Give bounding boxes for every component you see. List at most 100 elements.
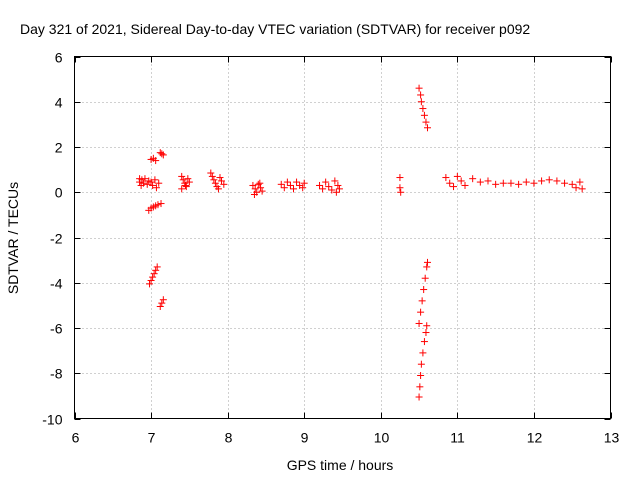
data-point xyxy=(553,177,561,185)
y-tick-label: -6 xyxy=(50,321,63,337)
x-tick-label: 11 xyxy=(450,430,465,446)
data-point xyxy=(484,177,492,185)
data-point xyxy=(152,184,160,192)
data-point xyxy=(423,263,431,271)
data-point xyxy=(417,98,425,106)
data-point xyxy=(159,151,167,159)
data-point xyxy=(319,185,327,193)
y-tick-label: 2 xyxy=(55,140,63,156)
data-point xyxy=(419,105,427,113)
data-point xyxy=(300,179,308,187)
data-point xyxy=(446,179,454,187)
y-tick-label: 4 xyxy=(55,95,63,111)
data-point xyxy=(147,178,155,186)
data-point xyxy=(138,176,146,184)
data-point xyxy=(469,175,477,183)
data-point xyxy=(141,175,149,183)
data-point xyxy=(576,178,584,186)
data-point xyxy=(289,185,297,193)
data-point xyxy=(561,179,569,187)
data-point xyxy=(420,286,428,294)
data-point xyxy=(422,329,430,337)
x-tick-label: 10 xyxy=(374,430,390,446)
data-point xyxy=(423,124,431,132)
data-point xyxy=(150,270,158,278)
data-point xyxy=(156,303,164,311)
data-point xyxy=(250,191,258,199)
data-point xyxy=(207,169,215,177)
x-tick-label: 6 xyxy=(72,430,80,446)
data-point xyxy=(578,185,586,193)
y-tick-label: 6 xyxy=(55,50,63,66)
data-point xyxy=(423,258,431,266)
data-point xyxy=(178,185,186,193)
data-point xyxy=(499,179,507,187)
grid xyxy=(74,56,611,419)
plot-frame xyxy=(74,56,611,419)
data-point xyxy=(184,175,192,183)
data-point xyxy=(316,181,324,189)
data-point xyxy=(492,180,500,188)
data-point xyxy=(420,338,428,346)
data-point xyxy=(154,201,162,209)
data-point xyxy=(418,297,426,305)
x-tick-label: 7 xyxy=(148,430,156,446)
data-point xyxy=(396,184,404,192)
data-point xyxy=(216,174,224,182)
data-point xyxy=(158,150,166,158)
data-point xyxy=(545,176,553,184)
data-point xyxy=(257,184,265,192)
data-point xyxy=(332,188,340,196)
data-point xyxy=(538,177,546,185)
y-tick-label: 0 xyxy=(55,185,63,201)
data-point xyxy=(416,383,424,391)
data-point xyxy=(155,179,163,187)
data-point xyxy=(208,172,216,180)
data-point xyxy=(325,183,333,191)
data-point xyxy=(415,393,423,401)
data-point xyxy=(415,319,423,327)
y-axis-ticks: -10 -8 -6 -4 -2 0 2 4 6 xyxy=(42,50,611,428)
data-point xyxy=(151,176,159,184)
data-point xyxy=(396,174,404,182)
data-point xyxy=(158,299,166,307)
data-point xyxy=(572,184,580,192)
data-point xyxy=(442,174,450,182)
data-point xyxy=(251,185,259,193)
data-point xyxy=(182,183,190,191)
data-point xyxy=(417,372,425,380)
data-point xyxy=(328,186,336,194)
data-point xyxy=(522,178,530,186)
data-point xyxy=(143,180,151,188)
x-tick-label: 12 xyxy=(527,430,543,446)
data-point xyxy=(417,308,425,316)
data-point xyxy=(286,181,294,189)
data-point xyxy=(153,263,161,271)
data-point xyxy=(457,177,465,185)
data-point xyxy=(568,180,576,188)
data-point xyxy=(280,184,288,192)
y-axis-label: SDTVAR / TECUs xyxy=(5,182,21,294)
data-point xyxy=(299,184,307,192)
data-point xyxy=(322,178,330,186)
data-point xyxy=(331,177,339,185)
data-point xyxy=(152,157,160,165)
data-point xyxy=(178,172,186,180)
x-tick-label: 13 xyxy=(604,430,620,446)
x-tick-label: 8 xyxy=(225,430,233,446)
data-point xyxy=(461,181,469,189)
data-point xyxy=(422,118,430,126)
data-point xyxy=(420,111,428,119)
y-tick-label: -10 xyxy=(42,412,62,428)
data-point xyxy=(293,178,301,186)
data-point xyxy=(515,180,523,188)
data-point xyxy=(507,179,515,187)
data-point xyxy=(258,187,266,195)
data-point xyxy=(453,172,461,180)
x-axis-ticks: 6 7 8 9 10 11 12 13 xyxy=(72,56,620,446)
data-point xyxy=(220,180,228,188)
data-point xyxy=(211,179,219,187)
data-point xyxy=(277,180,285,188)
data-point xyxy=(149,181,157,189)
